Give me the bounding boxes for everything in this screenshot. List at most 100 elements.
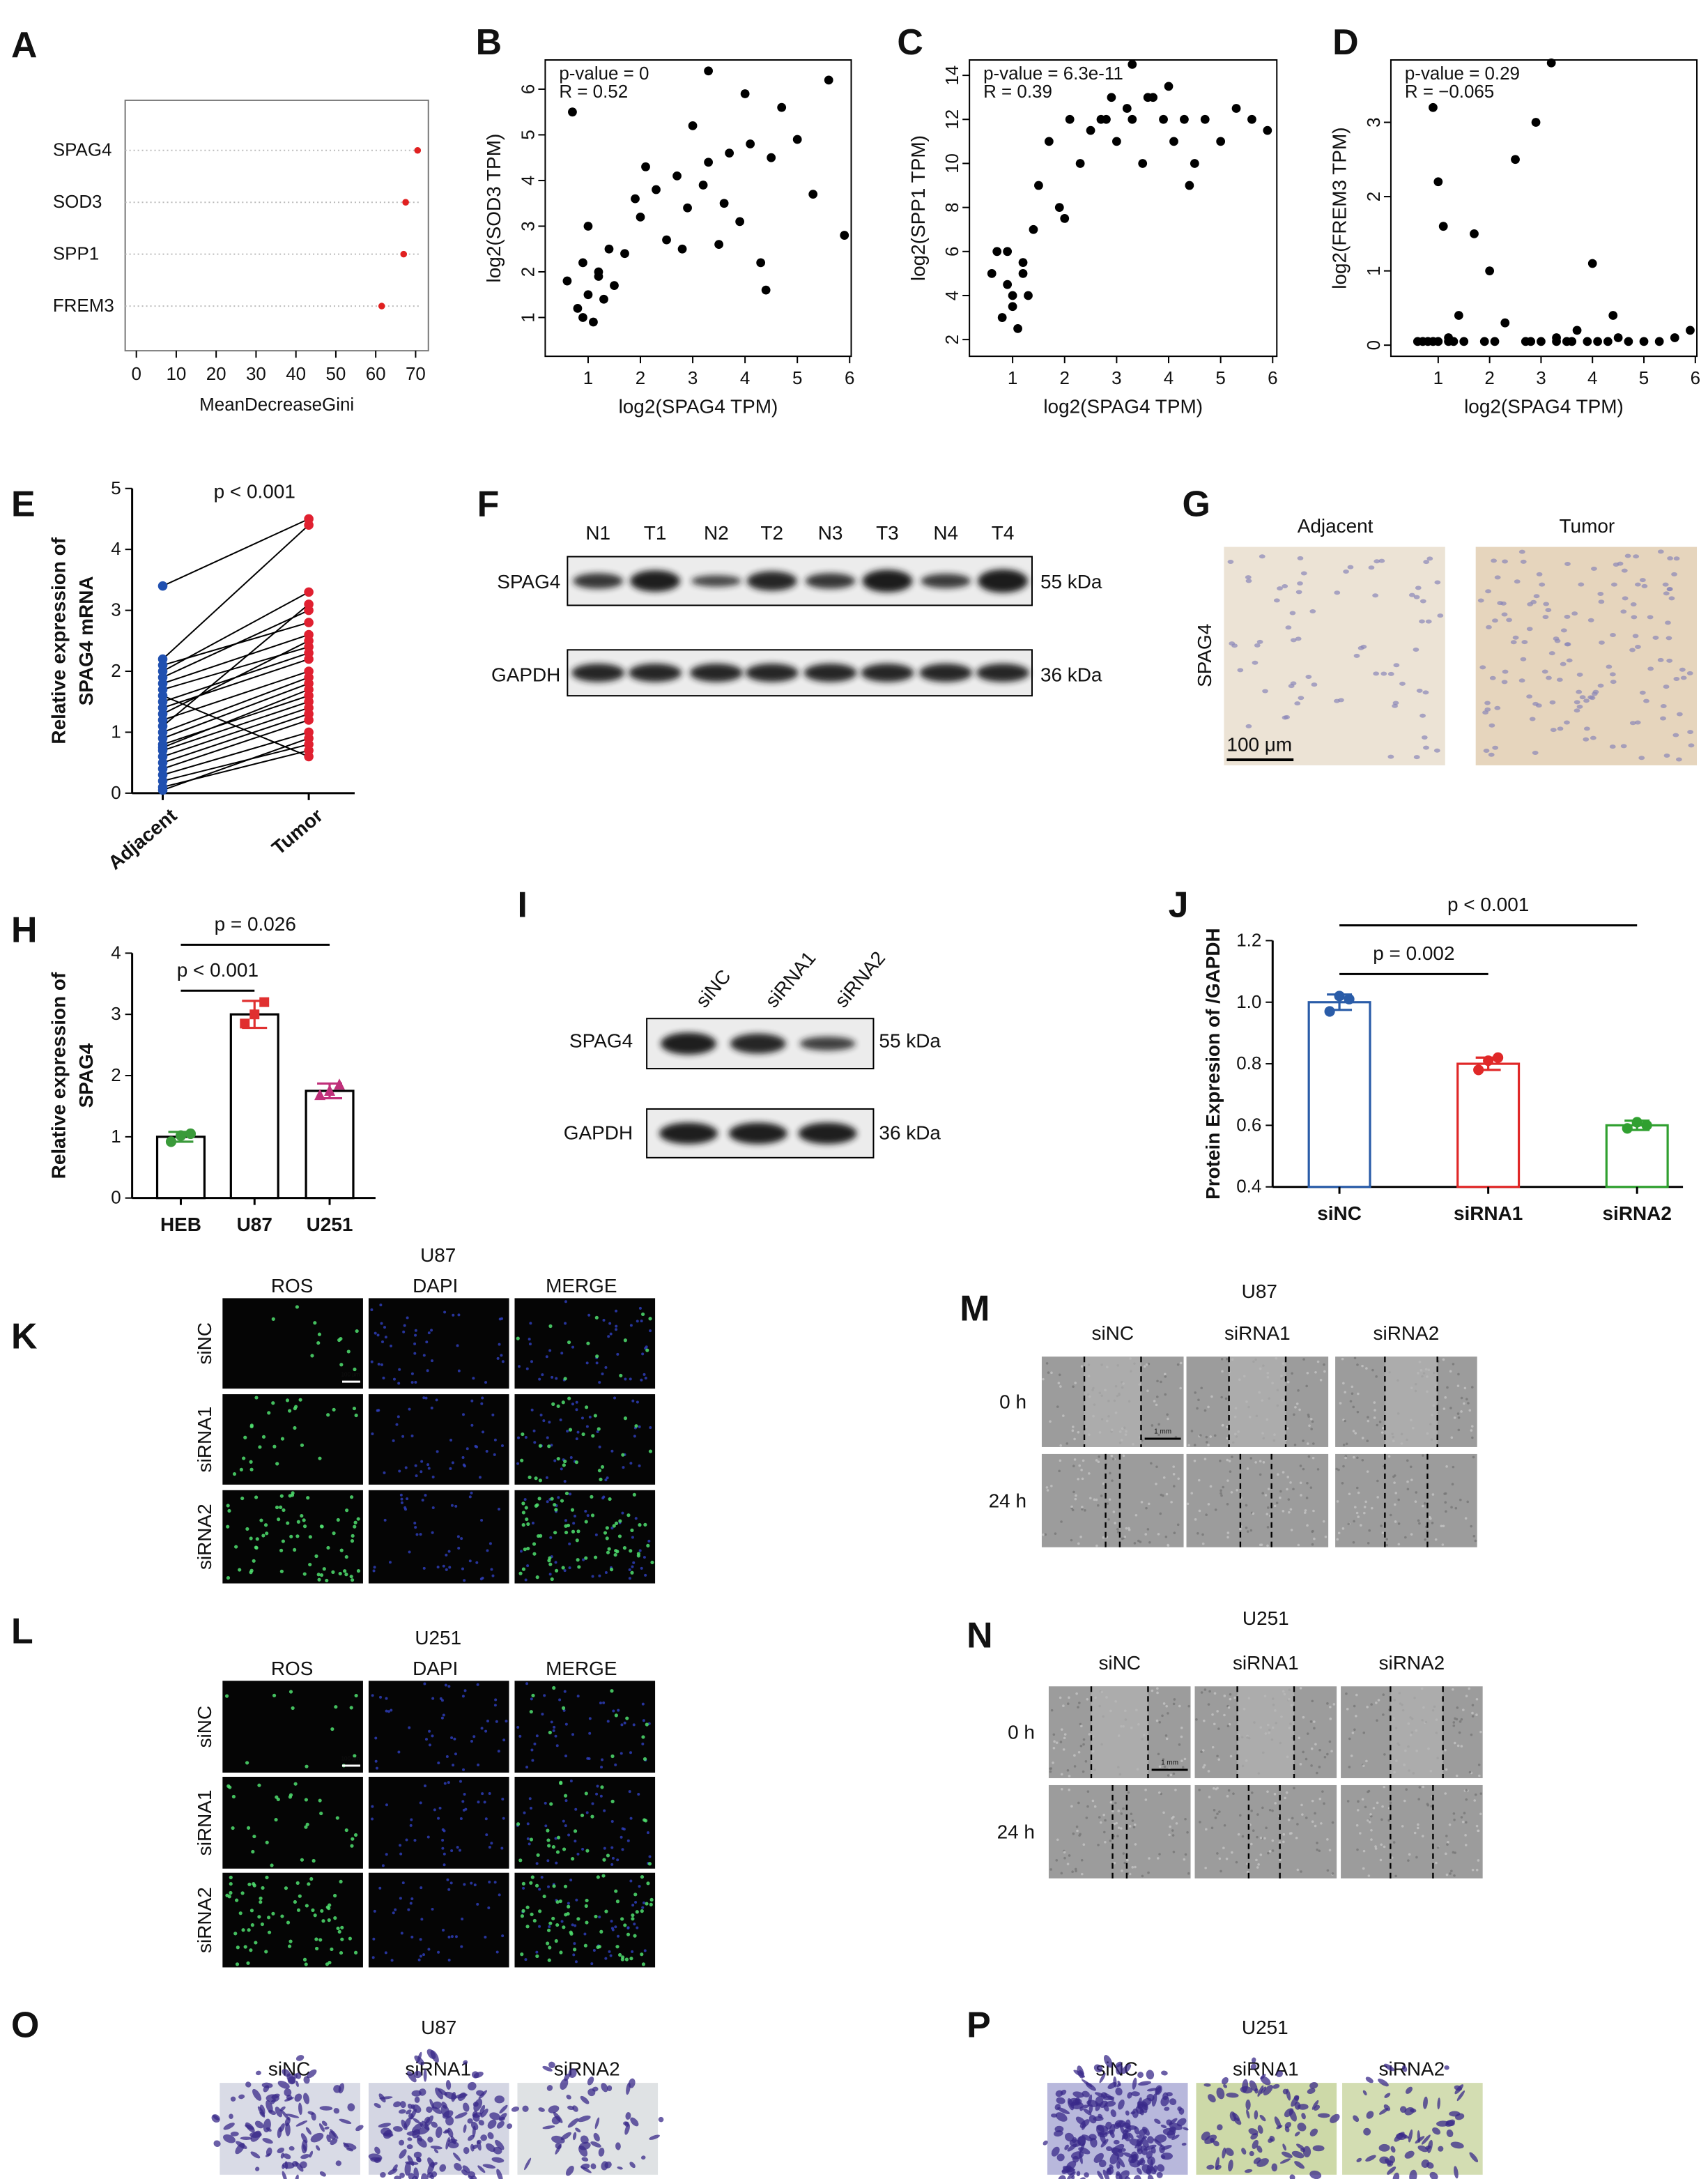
cell xyxy=(460,1945,463,1948)
texture xyxy=(1266,1544,1269,1547)
nucleus xyxy=(1583,737,1590,742)
texture xyxy=(1181,1766,1185,1769)
cell xyxy=(622,1828,626,1831)
bar xyxy=(305,1090,355,1200)
texture xyxy=(1387,1819,1390,1822)
cell xyxy=(377,1363,380,1366)
cell xyxy=(428,1743,431,1747)
fluorescence-image xyxy=(222,1776,363,1869)
cell xyxy=(530,1912,534,1916)
point xyxy=(304,636,314,646)
cell xyxy=(267,1930,272,1934)
texture xyxy=(1198,1789,1201,1791)
nucleus xyxy=(1252,660,1259,665)
cell xyxy=(576,1529,580,1534)
cell xyxy=(399,1493,403,1497)
pair-line xyxy=(162,707,309,758)
cell xyxy=(461,1456,465,1460)
texture xyxy=(1336,1538,1339,1541)
cell xyxy=(331,1570,335,1574)
texture xyxy=(1310,1764,1313,1767)
texture xyxy=(1145,1506,1148,1510)
texture xyxy=(1298,1408,1301,1412)
texture xyxy=(1268,1850,1272,1853)
cell xyxy=(609,1954,613,1957)
cell xyxy=(621,1955,625,1959)
cell xyxy=(484,1381,488,1384)
texture xyxy=(1285,1791,1288,1794)
y-tick-label: 0.8 xyxy=(1236,1054,1261,1073)
cell xyxy=(330,2129,339,2139)
nucleus xyxy=(1545,608,1552,613)
nucleus xyxy=(1245,575,1252,580)
cell xyxy=(1105,2100,1116,2107)
cell xyxy=(626,2082,631,2095)
band xyxy=(571,664,625,682)
cell xyxy=(1138,2081,1151,2086)
texture xyxy=(1148,1540,1151,1544)
pair-line xyxy=(162,671,309,721)
nucleus xyxy=(1520,559,1527,564)
texture xyxy=(1214,1817,1217,1819)
cell xyxy=(280,2153,285,2159)
cell xyxy=(1171,2134,1180,2141)
point xyxy=(157,721,168,731)
cell xyxy=(617,1534,622,1538)
cell xyxy=(575,1400,578,1404)
point xyxy=(1344,993,1355,1004)
texture xyxy=(1156,1687,1159,1690)
cell xyxy=(1223,2084,1228,2088)
point xyxy=(735,217,745,227)
texture xyxy=(1417,1798,1420,1800)
cell xyxy=(468,2134,475,2141)
cell xyxy=(560,2132,571,2141)
texture xyxy=(1305,1497,1309,1499)
cell xyxy=(621,1848,624,1851)
bar xyxy=(1307,1001,1371,1188)
texture xyxy=(1456,1412,1460,1415)
point xyxy=(1511,155,1520,165)
nucleus xyxy=(1564,642,1571,647)
band xyxy=(659,1122,718,1145)
texture xyxy=(1151,1424,1154,1427)
cell xyxy=(385,1803,388,1807)
texture xyxy=(1421,1504,1424,1508)
texture xyxy=(1342,1465,1345,1468)
cell xyxy=(397,1382,401,1385)
cell xyxy=(399,2172,405,2178)
x-tick-label: 3 xyxy=(1536,369,1546,388)
texture xyxy=(1370,1703,1373,1706)
texture xyxy=(1371,1368,1374,1372)
cell xyxy=(630,2117,639,2127)
cell xyxy=(306,1496,310,1500)
cell xyxy=(284,2088,292,2097)
cell xyxy=(380,1322,383,1325)
cell xyxy=(411,2090,422,2097)
texture xyxy=(1187,1872,1190,1875)
texture xyxy=(1164,1734,1168,1737)
texture xyxy=(1203,1458,1207,1460)
point xyxy=(719,199,729,208)
nucleus xyxy=(1518,549,1525,554)
lane-label: N4 xyxy=(933,522,958,544)
cell xyxy=(279,2123,285,2132)
cell xyxy=(548,1349,552,1352)
texture xyxy=(1465,1695,1468,1697)
cell xyxy=(580,2095,590,2104)
panel-letter: L xyxy=(11,1610,33,1651)
point xyxy=(1247,114,1256,124)
cell xyxy=(447,1550,451,1553)
cell xyxy=(443,1863,446,1867)
cell xyxy=(480,2109,488,2118)
point xyxy=(1485,266,1495,276)
cell xyxy=(449,1439,453,1442)
cell xyxy=(596,1875,600,1879)
cell xyxy=(599,1702,602,1705)
cell xyxy=(317,1332,322,1336)
cell xyxy=(600,1465,605,1469)
cell xyxy=(462,1768,466,1771)
nucleus xyxy=(1578,582,1585,587)
texture xyxy=(1414,1500,1417,1503)
cell xyxy=(553,1531,557,1535)
texture xyxy=(1449,1407,1452,1409)
